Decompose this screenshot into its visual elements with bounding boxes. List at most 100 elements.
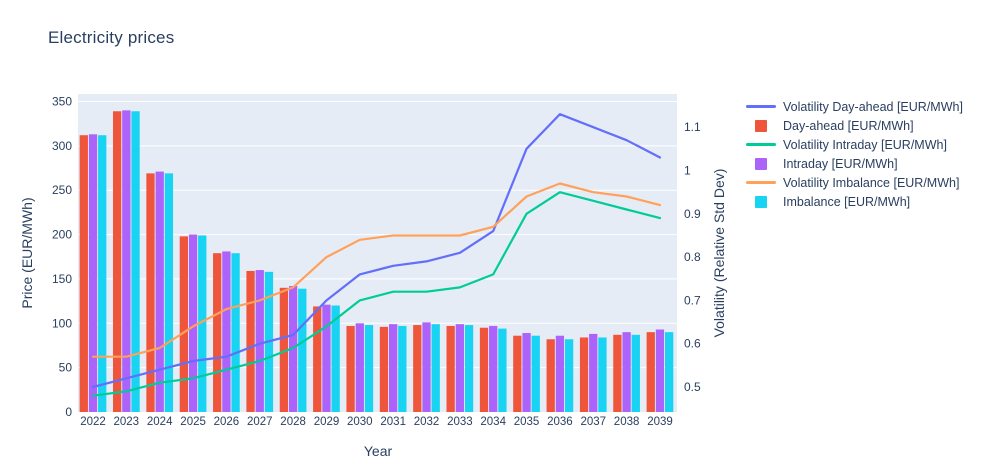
- legend-square-swatch: [745, 157, 777, 170]
- bar-intraday-eur-mwh-2024[interactable]: [155, 171, 164, 412]
- x-axis-tick-label: 2034: [480, 416, 506, 428]
- x-axis-tick-label: 2028: [280, 416, 306, 428]
- right-axis-tick-label: 0.8: [684, 250, 701, 264]
- bar-day-ahead-eur-mwh-2032[interactable]: [413, 325, 422, 412]
- left-axis-tick-label: 350: [52, 95, 72, 109]
- bar-intraday-eur-mwh-2036[interactable]: [555, 335, 565, 412]
- bar-day-ahead-eur-mwh-2023[interactable]: [113, 111, 122, 412]
- bar-intraday-eur-mwh-2022[interactable]: [88, 134, 98, 412]
- bar-intraday-eur-mwh-2023[interactable]: [122, 110, 131, 413]
- bar-day-ahead-eur-mwh-2027[interactable]: [246, 270, 255, 412]
- bar-imbalance-eur-mwh-2029[interactable]: [331, 305, 340, 412]
- bar-day-ahead-eur-mwh-2038[interactable]: [613, 334, 622, 412]
- legend-item-volatility-imbalance-eur-mwh[interactable]: Volatility Imbalance [EUR/MWh]: [745, 173, 963, 192]
- bar-intraday-eur-mwh-2031[interactable]: [389, 324, 398, 412]
- left-axis-tick-label: 50: [59, 361, 73, 375]
- bar-intraday-eur-mwh-2034[interactable]: [489, 325, 498, 412]
- legend: Volatility Day-ahead [EUR/MWh] Day-ahead …: [745, 97, 963, 211]
- legend-item-intraday-eur-mwh[interactable]: Intraday [EUR/MWh]: [745, 154, 963, 173]
- legend-line-swatch: [745, 105, 777, 108]
- legend-line-swatch: [745, 143, 777, 146]
- bar-intraday-eur-mwh-2026[interactable]: [222, 251, 231, 412]
- bar-day-ahead-eur-mwh-2024[interactable]: [146, 173, 155, 412]
- bar-intraday-eur-mwh-2032[interactable]: [422, 322, 431, 412]
- legend-item-label: Volatility Day-ahead [EUR/MWh]: [783, 99, 963, 114]
- bar-intraday-eur-mwh-2038[interactable]: [622, 332, 631, 412]
- x-axis-tick-label: 2033: [447, 416, 473, 428]
- right-axis-tick-label: 0.9: [684, 207, 701, 221]
- bar-day-ahead-eur-mwh-2022[interactable]: [79, 135, 88, 412]
- bar-intraday-eur-mwh-2030[interactable]: [355, 323, 364, 412]
- bar-day-ahead-eur-mwh-2028[interactable]: [279, 287, 289, 412]
- bar-day-ahead-eur-mwh-2037[interactable]: [579, 337, 589, 412]
- bar-intraday-eur-mwh-2039[interactable]: [655, 329, 665, 413]
- bar-intraday-eur-mwh-2035[interactable]: [522, 333, 531, 412]
- bar-day-ahead-eur-mwh-2039[interactable]: [646, 332, 655, 412]
- x-axis-tick-label: 2030: [347, 416, 373, 428]
- legend-square-swatch: [745, 195, 777, 208]
- x-axis-tick-label: 2038: [614, 416, 640, 428]
- bar-imbalance-eur-mwh-2036[interactable]: [564, 339, 574, 412]
- right-axis-tick-label: 1: [684, 164, 691, 178]
- y-axis-title-left: Price (EUR/MWh): [19, 197, 35, 309]
- bar-day-ahead-eur-mwh-2029[interactable]: [313, 306, 322, 412]
- bar-day-ahead-eur-mwh-2025[interactable]: [179, 236, 188, 412]
- bar-imbalance-eur-mwh-2031[interactable]: [398, 325, 407, 412]
- bar-intraday-eur-mwh-2027[interactable]: [255, 270, 264, 412]
- right-axis-tick-label: 0.5: [684, 380, 701, 394]
- legend-item-label: Imbalance [EUR/MWh]: [783, 194, 911, 209]
- bar-imbalance-eur-mwh-2037[interactable]: [598, 337, 607, 412]
- left-axis-tick-label: 300: [52, 139, 72, 153]
- bar-imbalance-eur-mwh-2038[interactable]: [631, 334, 640, 412]
- bar-intraday-eur-mwh-2033[interactable]: [455, 324, 464, 412]
- bar-day-ahead-eur-mwh-2026[interactable]: [213, 253, 222, 412]
- x-axis-tick-label: 2032: [414, 416, 440, 428]
- bar-imbalance-eur-mwh-2022[interactable]: [98, 135, 107, 412]
- bar-day-ahead-eur-mwh-2030[interactable]: [346, 325, 355, 412]
- left-axis-tick-label: 150: [52, 272, 72, 286]
- bar-imbalance-eur-mwh-2039[interactable]: [665, 332, 674, 412]
- bar-intraday-eur-mwh-2029[interactable]: [322, 304, 331, 412]
- bar-imbalance-eur-mwh-2026[interactable]: [231, 253, 240, 412]
- right-axis-tick-label: 0.6: [684, 337, 701, 351]
- legend-item-volatility-day-ahead-eur-mwh[interactable]: Volatility Day-ahead [EUR/MWh]: [745, 97, 963, 116]
- legend-item-volatility-intraday-eur-mwh[interactable]: Volatility Intraday [EUR/MWh]: [745, 135, 963, 154]
- bar-imbalance-eur-mwh-2024[interactable]: [164, 173, 174, 412]
- left-axis-tick-label: 0: [65, 405, 72, 419]
- bar-imbalance-eur-mwh-2030[interactable]: [364, 325, 374, 412]
- bar-imbalance-eur-mwh-2032[interactable]: [431, 324, 440, 412]
- x-axis-tick-label: 2022: [80, 416, 106, 428]
- x-axis-tick-label: 2024: [147, 416, 173, 428]
- left-axis-tick-label: 100: [52, 316, 72, 330]
- bar-intraday-eur-mwh-2025[interactable]: [188, 234, 198, 412]
- bar-imbalance-eur-mwh-2033[interactable]: [464, 325, 474, 412]
- bar-day-ahead-eur-mwh-2031[interactable]: [379, 326, 389, 412]
- bar-imbalance-eur-mwh-2023[interactable]: [131, 111, 140, 412]
- bar-imbalance-eur-mwh-2035[interactable]: [531, 335, 540, 412]
- line-volatility-day-ahead-eur-mwh[interactable]: [91, 113, 662, 389]
- x-axis-tick-label: 2031: [380, 416, 406, 428]
- x-axis-tick-label: 2026: [214, 416, 240, 428]
- bar-imbalance-eur-mwh-2028[interactable]: [298, 288, 307, 412]
- line-volatility-intraday-eur-mwh[interactable]: [91, 191, 662, 397]
- legend-item-label: Intraday [EUR/MWh]: [783, 156, 898, 171]
- bar-day-ahead-eur-mwh-2035[interactable]: [513, 335, 522, 412]
- bar-imbalance-eur-mwh-2034[interactable]: [498, 328, 507, 412]
- bar-day-ahead-eur-mwh-2033[interactable]: [446, 325, 455, 412]
- bar-day-ahead-eur-mwh-2034[interactable]: [479, 327, 489, 412]
- plot-background: [78, 94, 677, 412]
- legend-item-label: Day-ahead [EUR/MWh]: [783, 118, 914, 133]
- bar-day-ahead-eur-mwh-2036[interactable]: [546, 339, 555, 412]
- x-axis-tick-label: 2023: [114, 416, 140, 428]
- bar-intraday-eur-mwh-2037[interactable]: [589, 333, 598, 412]
- x-axis-tick-label: 2027: [247, 416, 273, 428]
- line-volatility-imbalance-eur-mwh[interactable]: [91, 182, 662, 358]
- right-axis-tick-label: 1.1: [684, 120, 701, 134]
- legend-item-day-ahead-eur-mwh[interactable]: Day-ahead [EUR/MWh]: [745, 116, 963, 135]
- bar-imbalance-eur-mwh-2025[interactable]: [198, 235, 207, 412]
- right-axis-tick-label: 0.7: [684, 293, 701, 307]
- chart-title: Electricity prices: [48, 28, 175, 47]
- legend-item-imbalance-eur-mwh[interactable]: Imbalance [EUR/MWh]: [745, 192, 963, 211]
